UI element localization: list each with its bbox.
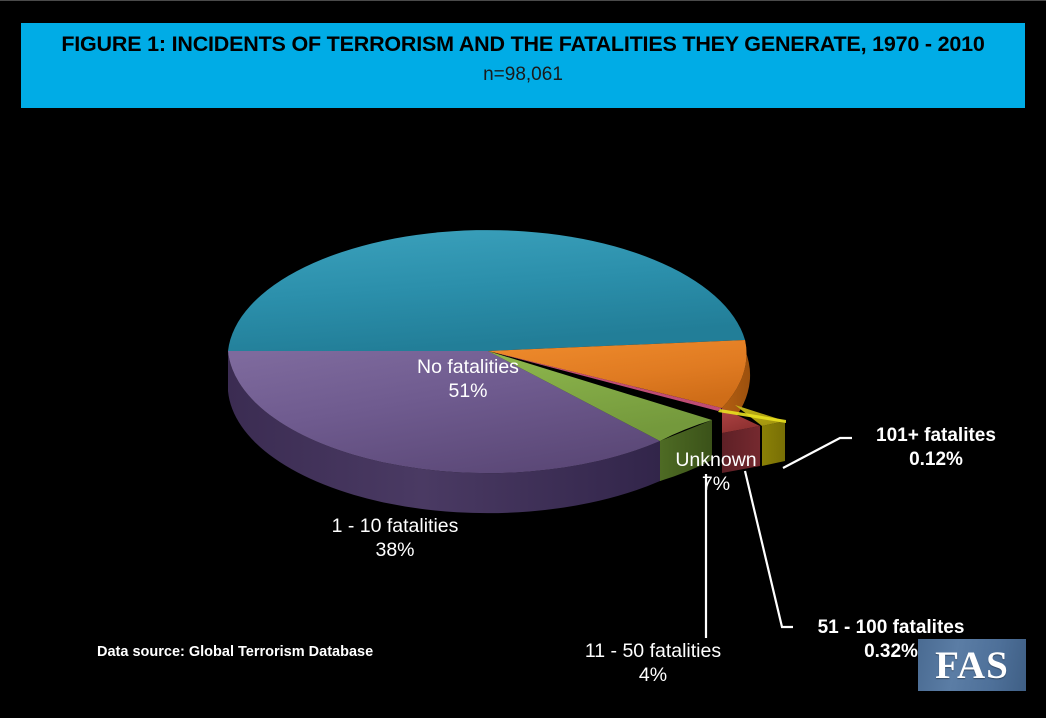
- leader-line-101plus: [782, 436, 852, 469]
- pie-chart-area: No fatalities 51% 1 - 10 fatalities 38% …: [0, 108, 1046, 718]
- pie-3d-side-walls: [228, 340, 785, 514]
- fas-logo-text: FAS: [935, 643, 1009, 687]
- slice-side-1-10: [228, 351, 660, 514]
- slice-1-10-fatalities[interactable]: [228, 351, 660, 474]
- slice-no-fatalities[interactable]: [228, 230, 745, 351]
- leader-line-51-100: [743, 470, 793, 629]
- slice-51-100-fatalites[interactable]: [722, 408, 760, 433]
- slice-divider-yellow: [718, 409, 786, 423]
- data-source-text: Data source: Global Terrorism Database: [97, 644, 374, 660]
- figure-title-banner: FIGURE 1: INCIDENTS OF TERRORISM AND THE…: [21, 23, 1025, 108]
- slice-11-50-fatalities[interactable]: [488, 351, 712, 441]
- slice-side-11-50-arc: [660, 420, 712, 481]
- fas-logo: FAS: [918, 639, 1026, 691]
- slice-divider-magenta: [492, 352, 722, 411]
- pie-3d-top-faces: [228, 230, 786, 474]
- slice-side-51-100: [722, 426, 760, 473]
- slice-side-unknown: [722, 340, 751, 433]
- pie-chart-graphic: [228, 230, 852, 638]
- slice-unknown[interactable]: [488, 340, 747, 408]
- slice-side-101plus: [762, 421, 785, 466]
- figure-subtitle: n=98,061: [483, 64, 563, 86]
- leader-lines: [704, 436, 852, 638]
- figure-title: FIGURE 1: INCIDENTS OF TERRORISM AND THE…: [61, 32, 985, 56]
